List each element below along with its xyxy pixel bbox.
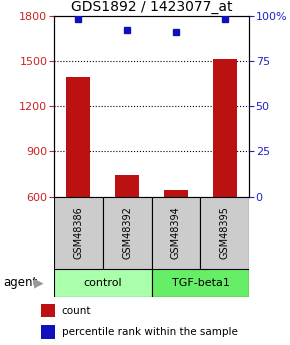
Bar <box>54 269 152 297</box>
Text: control: control <box>83 278 122 288</box>
Bar <box>213 59 237 197</box>
Bar <box>115 175 139 197</box>
Bar <box>41 304 55 317</box>
Text: TGF-beta1: TGF-beta1 <box>171 278 229 288</box>
Bar <box>152 269 249 297</box>
Bar <box>164 190 188 197</box>
Text: count: count <box>62 306 91 315</box>
Text: GSM48392: GSM48392 <box>122 206 132 259</box>
Text: GSM48395: GSM48395 <box>220 206 230 259</box>
Text: agent: agent <box>3 276 37 289</box>
Bar <box>152 197 200 269</box>
Bar <box>41 325 55 339</box>
Text: GSM48394: GSM48394 <box>171 207 181 259</box>
Text: ▶: ▶ <box>34 276 44 289</box>
Title: GDS1892 / 1423077_at: GDS1892 / 1423077_at <box>71 0 232 14</box>
Text: GSM48386: GSM48386 <box>73 207 83 259</box>
Bar <box>66 77 90 197</box>
Bar <box>200 197 249 269</box>
Text: percentile rank within the sample: percentile rank within the sample <box>62 327 238 337</box>
Bar <box>103 197 151 269</box>
Bar <box>54 197 103 269</box>
